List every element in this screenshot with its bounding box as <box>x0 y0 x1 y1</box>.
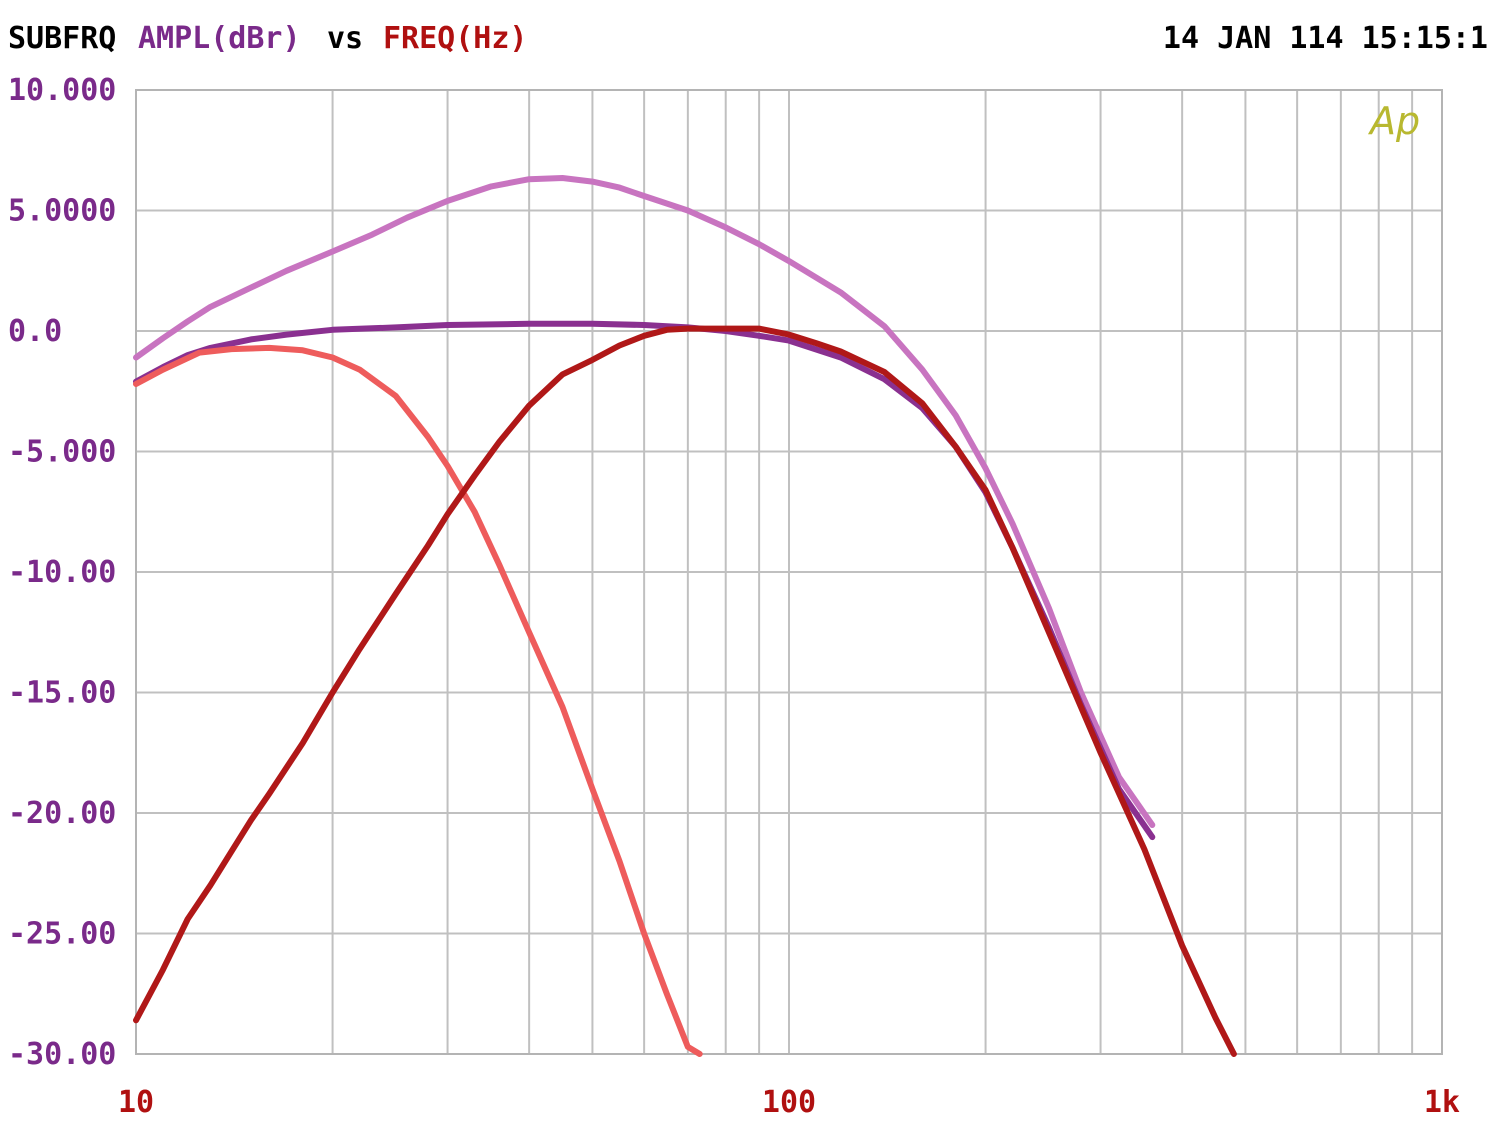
y-tick-label: -20.00 <box>8 796 116 831</box>
y-tick-label: -30.00 <box>8 1037 116 1072</box>
y-tick-label: 5.0000 <box>8 194 116 229</box>
series-layer <box>133 175 1237 1057</box>
y-tick-label: 0.0 <box>8 314 62 349</box>
y-tick-label: -10.00 <box>8 555 116 590</box>
x-tick-label: 100 <box>762 1085 816 1120</box>
header-x-quantity: FREQ(Hz) <box>383 21 528 56</box>
tick-layer: 10.000 5.0000 0.0 -5.000 -10.00 -15.00 -20.00 -… <box>8 73 1460 1120</box>
plot-frame <box>135 89 1443 1055</box>
series-line-1 <box>133 175 1156 828</box>
grid-layer <box>136 90 1442 1054</box>
x-tick-label: 1k <box>1424 1085 1460 1120</box>
header-vs: vs <box>327 21 363 56</box>
series-line-4 <box>133 325 1237 1057</box>
x-tick-label: 10 <box>118 1085 154 1120</box>
y-tick-label: -5.000 <box>8 435 116 470</box>
y-tick-label: -25.00 <box>8 917 116 952</box>
header-program: SUBFRQ <box>8 21 116 56</box>
series-line-3 <box>133 344 703 1057</box>
y-tick-label: 10.000 <box>8 73 116 108</box>
header-timestamp: 14 JAN 114 15:15:1 <box>1163 21 1488 56</box>
y-tick-label: -15.00 <box>8 676 116 711</box>
header-y-quantity: AMPL(dBr) <box>138 21 301 56</box>
ap-logo: Ap <box>1367 99 1420 143</box>
